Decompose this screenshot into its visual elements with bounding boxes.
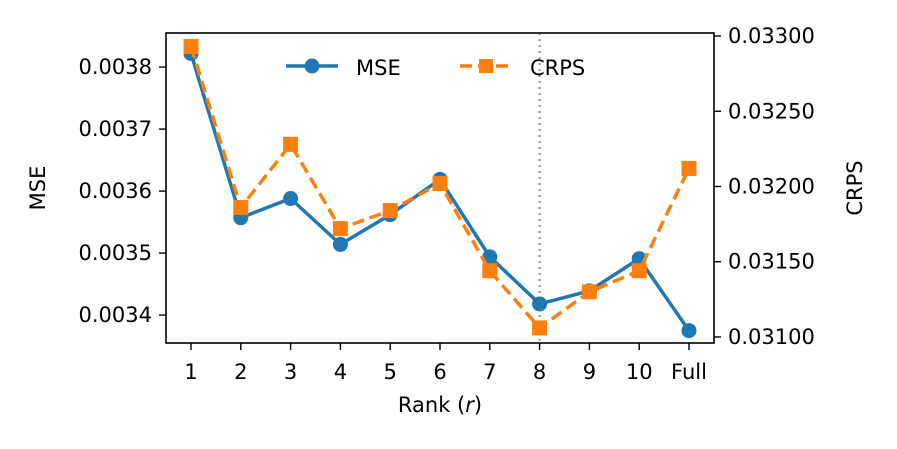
crps-point xyxy=(631,263,647,279)
legend-crps-label: CRPS xyxy=(530,56,585,80)
x-tick-label: 9 xyxy=(583,360,596,384)
y-left-tick-label: 0.0034 xyxy=(79,303,152,327)
y-right-tick-label: 0.03300 xyxy=(728,24,815,48)
y-left-tick-label: 0.0035 xyxy=(79,241,152,265)
mse-point xyxy=(482,249,498,265)
legend: MSE CRPS xyxy=(286,56,585,80)
crps-point xyxy=(233,200,249,216)
crps-point xyxy=(183,39,199,55)
x-tick-label: 7 xyxy=(483,360,496,384)
mse-point xyxy=(681,323,697,339)
x-tick-label: 5 xyxy=(384,360,397,384)
x-tick-label: 2 xyxy=(234,360,247,384)
y-right-axis-label: CRPS xyxy=(843,160,867,215)
y-right-tick-label: 0.03250 xyxy=(728,99,815,123)
mse-point xyxy=(283,191,299,207)
x-tick-label: 3 xyxy=(284,360,297,384)
y-left-axis-label: MSE xyxy=(26,166,50,211)
legend-mse-marker xyxy=(304,58,320,74)
y-right-tick-label: 0.03200 xyxy=(728,174,815,198)
mse-series-line xyxy=(189,52,691,332)
x-tick-label: 4 xyxy=(334,360,347,384)
crps-point xyxy=(382,203,398,219)
x-tick-label: Full xyxy=(671,360,707,384)
x-tick-label: 10 xyxy=(626,360,653,384)
y-left-tick-label: 0.0038 xyxy=(79,55,152,79)
y-right-tick-label: 0.03150 xyxy=(728,250,815,274)
crps-point xyxy=(681,160,697,176)
crps-point xyxy=(532,320,548,336)
legend-crps-marker xyxy=(479,59,493,73)
crps-point xyxy=(581,284,597,300)
x-axis-label: Rank (r) xyxy=(398,393,482,417)
y-right-tick-label: 0.03100 xyxy=(728,325,815,349)
y-left-tick-label: 0.0037 xyxy=(79,117,152,141)
legend-mse-label: MSE xyxy=(356,56,401,80)
crps-point xyxy=(482,263,498,279)
mse-point xyxy=(532,296,548,312)
crps-point xyxy=(432,175,448,191)
x-tick-label: 6 xyxy=(433,360,446,384)
crps-point xyxy=(332,221,348,237)
mse-point xyxy=(332,236,348,252)
x-tick-label: 8 xyxy=(533,360,546,384)
x-tick-label: 1 xyxy=(184,360,197,384)
crps-point xyxy=(283,136,299,152)
y-left-tick-label: 0.0036 xyxy=(79,179,152,203)
